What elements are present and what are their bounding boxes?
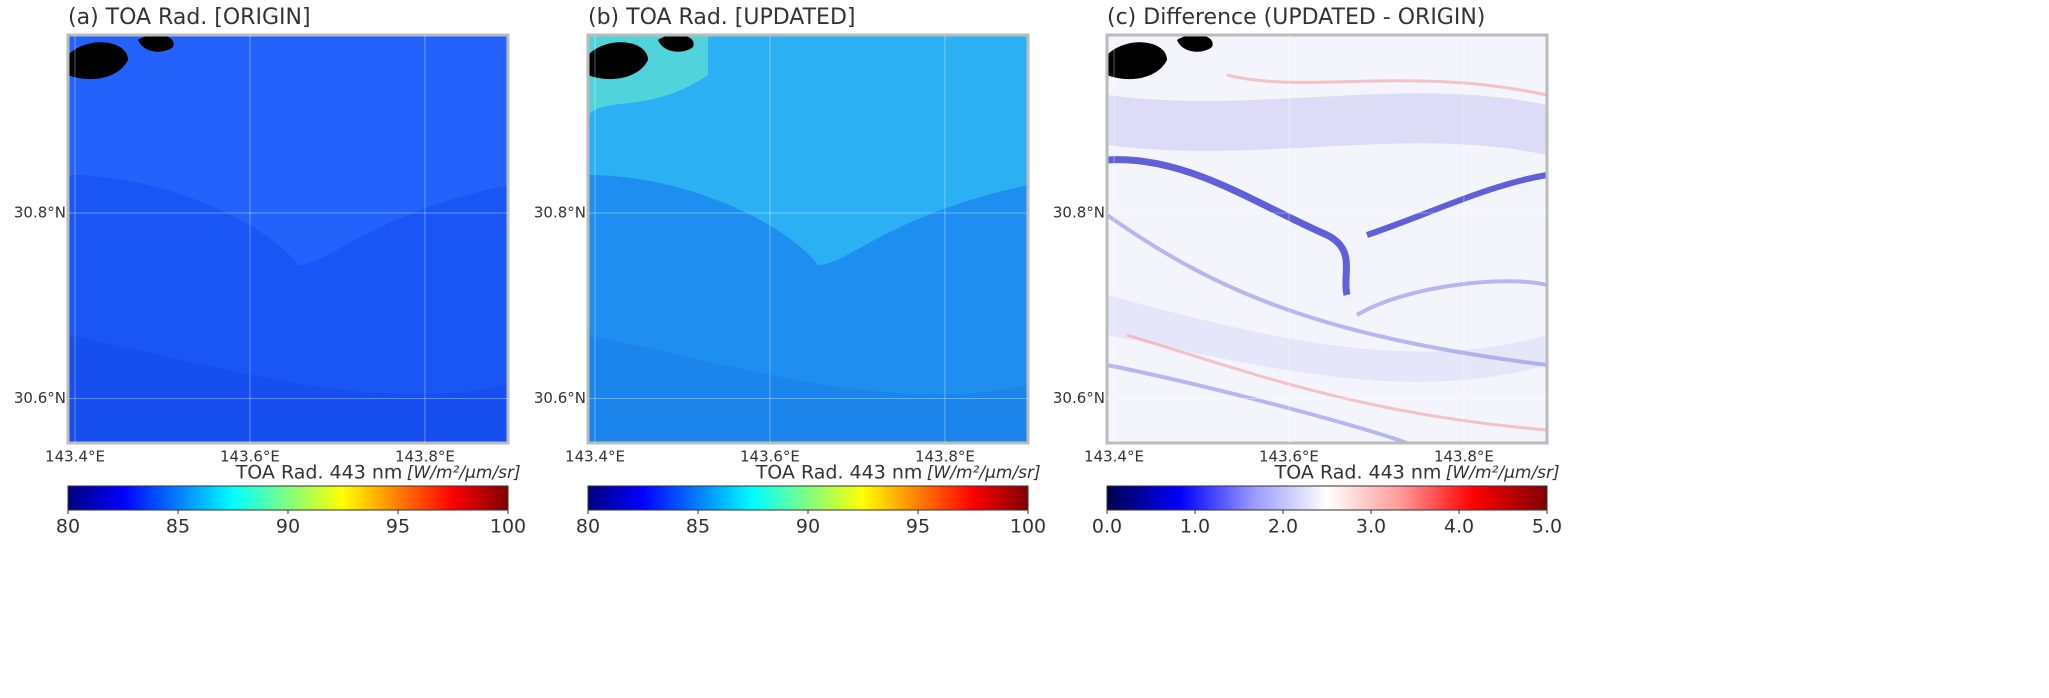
colorbar-label: TOA Rad. 443 nm — [755, 462, 923, 484]
colorbar — [588, 486, 1028, 510]
colorbar-tick-label: 90 — [796, 516, 820, 538]
colorbar — [68, 486, 508, 510]
colorbar-tick-label: 5.0 — [1532, 516, 1562, 538]
y-tick-label: 30.8°N — [534, 204, 586, 222]
colorbar-tick-label: 100 — [1010, 516, 1046, 538]
colorbar-tick-label: 95 — [906, 516, 930, 538]
colorbar-tick-label: 85 — [686, 516, 710, 538]
colorbar-tick-label: 4.0 — [1444, 516, 1474, 538]
y-tick-label: 30.6°N — [534, 389, 586, 407]
x-tick-label: 143.4°E — [565, 448, 625, 466]
colorbar-unit: [W/m²/μm/sr] — [927, 463, 1041, 483]
colorbar-unit: [W/m²/μm/sr] — [407, 463, 521, 483]
colorbar-tick-label: 1.0 — [1180, 516, 1210, 538]
figure: (a) TOA Rad. [ORIGIN]143.4°E143.6°E143.8… — [0, 0, 2049, 698]
colorbar-tick-label: 80 — [56, 516, 80, 538]
colorbar-tick-label: 100 — [490, 516, 526, 538]
y-tick-label: 30.6°N — [14, 389, 66, 407]
y-tick-label: 30.8°N — [1053, 204, 1105, 222]
map-field — [68, 35, 508, 443]
colorbar-unit: [W/m²/μm/sr] — [1446, 463, 1560, 483]
page: {"chart_data":[ {"type":"map","title":"(… — [0, 0, 2049, 698]
colorbar-tick-label: 0.0 — [1092, 516, 1122, 538]
colorbar-tick-label: 2.0 — [1268, 516, 1298, 538]
panel-title: (c) Difference (UPDATED - ORIGIN) — [1107, 5, 1485, 30]
colorbar-label: TOA Rad. 443 nm — [235, 462, 403, 484]
colorbar-tick-label: 90 — [276, 516, 300, 538]
map-field — [1107, 35, 1547, 443]
panel-title: (b) TOA Rad. [UPDATED] — [588, 5, 855, 30]
colorbar-tick-label: 95 — [386, 516, 410, 538]
colorbar-label: TOA Rad. 443 nm — [1274, 462, 1442, 484]
colorbar — [1107, 486, 1547, 510]
colorbar-tick-label: 80 — [576, 516, 600, 538]
colorbar-tick-label: 3.0 — [1356, 516, 1386, 538]
y-tick-label: 30.8°N — [14, 204, 66, 222]
panel-title: (a) TOA Rad. [ORIGIN] — [68, 5, 311, 30]
y-tick-label: 30.6°N — [1053, 389, 1105, 407]
x-tick-label: 143.4°E — [45, 448, 105, 466]
colorbar-tick-label: 85 — [166, 516, 190, 538]
map-field — [588, 35, 1028, 443]
x-tick-label: 143.4°E — [1084, 448, 1144, 466]
